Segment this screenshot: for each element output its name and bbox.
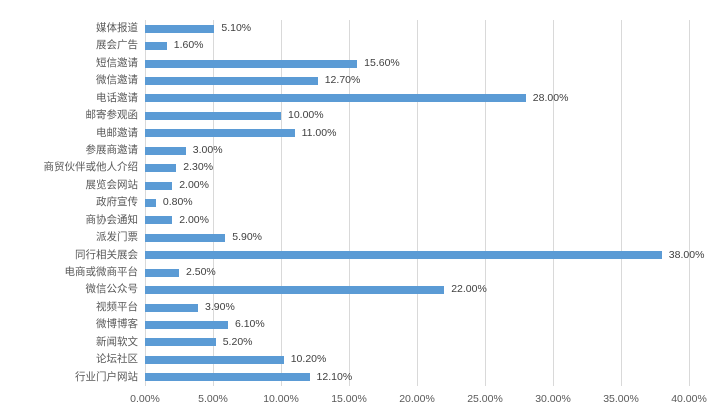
x-axis-tick-label: 5.00% bbox=[198, 393, 228, 405]
x-axis-tick-label: 30.00% bbox=[535, 393, 571, 405]
bar bbox=[145, 181, 173, 190]
category-label: 视频平台 bbox=[96, 300, 138, 313]
bar bbox=[145, 373, 310, 382]
category-label: 政府宣传 bbox=[96, 196, 138, 209]
bar bbox=[145, 24, 215, 33]
category-label: 短信邀请 bbox=[96, 56, 138, 69]
value-label: 6.10% bbox=[234, 318, 265, 331]
value-label: 5.90% bbox=[232, 231, 263, 244]
bar bbox=[145, 233, 226, 242]
value-label: 11.00% bbox=[301, 126, 337, 139]
bar bbox=[145, 77, 318, 85]
value-label: 15.60% bbox=[364, 56, 400, 69]
category-label: 商贸伙伴或他人介绍 bbox=[43, 161, 139, 174]
value-label: 5.20% bbox=[222, 335, 253, 348]
value-label: 38.00% bbox=[668, 248, 705, 261]
bar bbox=[145, 216, 173, 225]
category-label: 微博博客 bbox=[96, 318, 138, 331]
gridline bbox=[417, 20, 418, 386]
value-label: 28.00% bbox=[532, 91, 569, 104]
x-axis-tick-label: 40.00% bbox=[671, 393, 707, 405]
bar bbox=[145, 94, 526, 103]
category-label: 参展商邀请 bbox=[85, 144, 139, 156]
value-label: 2.50% bbox=[186, 266, 216, 278]
value-label: 10.20% bbox=[290, 353, 327, 366]
bar bbox=[145, 199, 156, 207]
bar bbox=[145, 268, 179, 277]
x-axis-tick-label: 20.00% bbox=[399, 393, 435, 405]
value-label: 3.90% bbox=[205, 300, 235, 313]
gridline bbox=[485, 20, 486, 386]
category-label: 行业门户网站 bbox=[75, 370, 138, 383]
x-axis-tick-label: 10.00% bbox=[263, 393, 299, 405]
value-label: 12.70% bbox=[324, 74, 361, 87]
x-axis-tick-label: 35.00% bbox=[603, 393, 639, 405]
value-label: 1.60% bbox=[173, 39, 204, 52]
category-label: 电话邀请 bbox=[96, 91, 138, 104]
bar bbox=[145, 303, 199, 312]
bar bbox=[145, 164, 177, 173]
category-label: 微信公众号 bbox=[85, 283, 139, 296]
bar bbox=[145, 338, 216, 347]
bar bbox=[145, 129, 295, 138]
value-label: 2.00% bbox=[179, 213, 209, 226]
bar bbox=[145, 146, 186, 155]
value-label: 3.00% bbox=[192, 144, 223, 156]
gridline bbox=[553, 20, 554, 386]
bar bbox=[145, 59, 358, 68]
value-label: 2.00% bbox=[179, 178, 209, 191]
gridline bbox=[281, 20, 282, 386]
category-label: 论坛社区 bbox=[96, 353, 138, 366]
category-label: 展会广告 bbox=[96, 39, 138, 52]
gridline bbox=[621, 20, 622, 386]
x-axis-tick-label: 15.00% bbox=[331, 393, 367, 405]
bar bbox=[145, 286, 445, 295]
value-label: 22.00% bbox=[451, 283, 487, 296]
category-label: 电邮邀请 bbox=[96, 126, 138, 139]
category-label: 新闻软文 bbox=[96, 335, 138, 348]
x-axis-tick-label: 25.00% bbox=[467, 393, 503, 405]
gridline bbox=[213, 20, 214, 386]
bar bbox=[145, 111, 281, 120]
value-label: 12.10% bbox=[316, 370, 353, 383]
category-label: 邮寄参观函 bbox=[85, 109, 139, 122]
value-label: 5.10% bbox=[221, 22, 252, 34]
value-label: 2.30% bbox=[183, 161, 214, 174]
gridline bbox=[689, 20, 690, 386]
bar bbox=[145, 251, 662, 260]
category-label: 媒体报道 bbox=[96, 22, 138, 34]
category-label: 展览会网站 bbox=[85, 178, 139, 191]
bar bbox=[145, 42, 167, 51]
bar bbox=[145, 321, 228, 329]
gridline bbox=[349, 20, 350, 386]
category-label: 派发门票 bbox=[96, 231, 138, 244]
bar bbox=[145, 355, 284, 364]
category-label: 商协会通知 bbox=[85, 213, 139, 226]
value-label: 0.80% bbox=[162, 196, 193, 209]
value-label: 10.00% bbox=[288, 109, 324, 122]
category-label: 电商或微商平台 bbox=[64, 266, 139, 278]
category-label: 微信邀请 bbox=[96, 74, 138, 87]
category-label: 同行相关展会 bbox=[75, 248, 138, 261]
x-axis-tick-label: 0.00% bbox=[130, 393, 160, 405]
